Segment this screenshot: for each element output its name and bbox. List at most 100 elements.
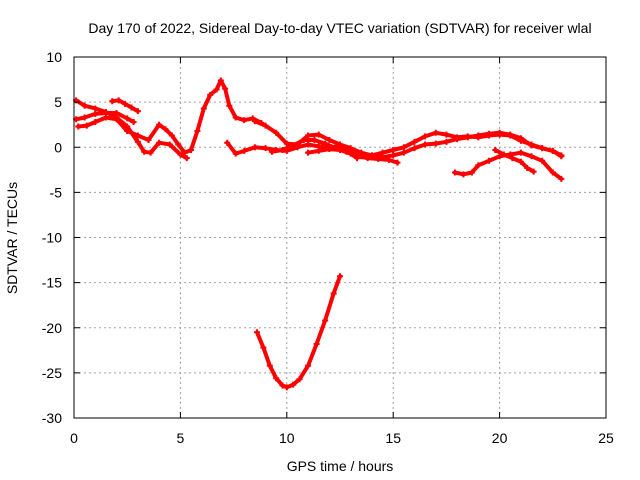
series-arc-8 xyxy=(305,146,361,162)
data-point xyxy=(322,140,329,147)
data-point xyxy=(92,110,99,117)
data-point xyxy=(305,149,312,156)
data-point xyxy=(326,146,333,153)
data-point xyxy=(507,132,514,139)
data-point xyxy=(266,362,273,369)
data-point xyxy=(273,375,280,382)
data-point xyxy=(188,146,195,153)
data-point xyxy=(524,165,531,172)
data-point xyxy=(81,102,88,109)
data-point xyxy=(279,146,286,153)
data-point xyxy=(451,169,458,176)
data-point xyxy=(485,132,492,139)
data-point xyxy=(134,138,141,145)
data-point xyxy=(254,329,261,336)
data-point xyxy=(273,129,280,136)
data-point xyxy=(460,171,467,178)
chart-title: Day 170 of 2022, Sidereal Day-to-day VTE… xyxy=(88,20,591,36)
data-point xyxy=(385,156,392,163)
series-arc-2 xyxy=(73,109,137,125)
data-point xyxy=(464,133,471,140)
data-series xyxy=(73,77,565,391)
data-point xyxy=(313,340,320,347)
data-point xyxy=(422,141,429,148)
data-point xyxy=(411,138,418,145)
x-tick-label: 20 xyxy=(492,430,508,446)
x-tick-label: 0 xyxy=(70,430,78,446)
data-point xyxy=(175,141,182,148)
data-point xyxy=(200,105,207,112)
data-point xyxy=(468,169,475,176)
data-point xyxy=(168,132,175,139)
data-point xyxy=(530,168,537,175)
x-tick-label: 15 xyxy=(385,430,401,446)
data-point xyxy=(549,147,556,154)
y-tick-label: 5 xyxy=(54,94,62,110)
data-point xyxy=(115,97,122,104)
data-point xyxy=(315,131,322,138)
data-point xyxy=(213,86,220,93)
data-point xyxy=(300,137,307,144)
data-point xyxy=(124,128,131,135)
data-point xyxy=(443,131,450,138)
data-point xyxy=(475,134,482,141)
x-axis-label: GPS time / hours xyxy=(287,458,394,474)
series-arc-3 xyxy=(75,77,265,156)
data-point xyxy=(113,116,120,123)
data-point xyxy=(390,152,397,159)
data-point xyxy=(156,121,163,128)
data-point xyxy=(492,146,499,153)
series-arc-4 xyxy=(109,97,141,115)
data-point xyxy=(485,157,492,164)
data-point xyxy=(364,155,371,162)
data-point xyxy=(217,77,224,84)
y-tick-label: -5 xyxy=(50,184,63,200)
y-tick-label: -25 xyxy=(42,365,62,381)
data-point xyxy=(181,149,188,156)
data-point xyxy=(183,155,190,162)
data-point xyxy=(283,140,290,147)
data-point xyxy=(305,141,312,148)
data-point xyxy=(432,140,439,147)
data-point xyxy=(130,118,137,125)
data-point xyxy=(290,142,297,149)
data-point xyxy=(92,118,99,125)
data-point xyxy=(156,139,163,146)
y-tick-label: 10 xyxy=(46,49,62,65)
data-point xyxy=(311,137,318,144)
data-point xyxy=(422,133,429,140)
data-point xyxy=(145,137,152,144)
data-point xyxy=(241,117,248,124)
x-tick-labels: 0 5 10 15 20 25 xyxy=(70,430,614,446)
data-point xyxy=(134,132,141,139)
data-point xyxy=(113,109,120,116)
data-point xyxy=(432,129,439,136)
data-point xyxy=(305,132,312,139)
data-point xyxy=(166,141,173,148)
data-point xyxy=(517,137,524,144)
data-point xyxy=(128,104,135,111)
data-point xyxy=(224,139,231,146)
data-point xyxy=(268,148,275,155)
data-point xyxy=(496,131,503,138)
x-tick-label: 25 xyxy=(598,430,614,446)
gridlines xyxy=(74,57,606,418)
data-point xyxy=(517,158,524,165)
data-point xyxy=(337,146,343,153)
data-point xyxy=(390,146,397,153)
y-tick-labels: 10 5 0 -5 -10 -15 -20 -25 -30 xyxy=(42,49,62,426)
data-point xyxy=(83,122,90,129)
data-point xyxy=(528,153,535,160)
data-point xyxy=(226,102,233,109)
data-point xyxy=(394,159,401,166)
data-point xyxy=(517,149,524,156)
x-tick-label: 10 xyxy=(279,430,295,446)
data-point xyxy=(262,145,269,152)
data-point xyxy=(400,149,407,156)
data-point xyxy=(75,123,82,130)
data-point xyxy=(558,152,565,159)
data-point xyxy=(260,344,267,351)
y-tick-label: 0 xyxy=(54,139,62,155)
data-point xyxy=(354,155,361,162)
